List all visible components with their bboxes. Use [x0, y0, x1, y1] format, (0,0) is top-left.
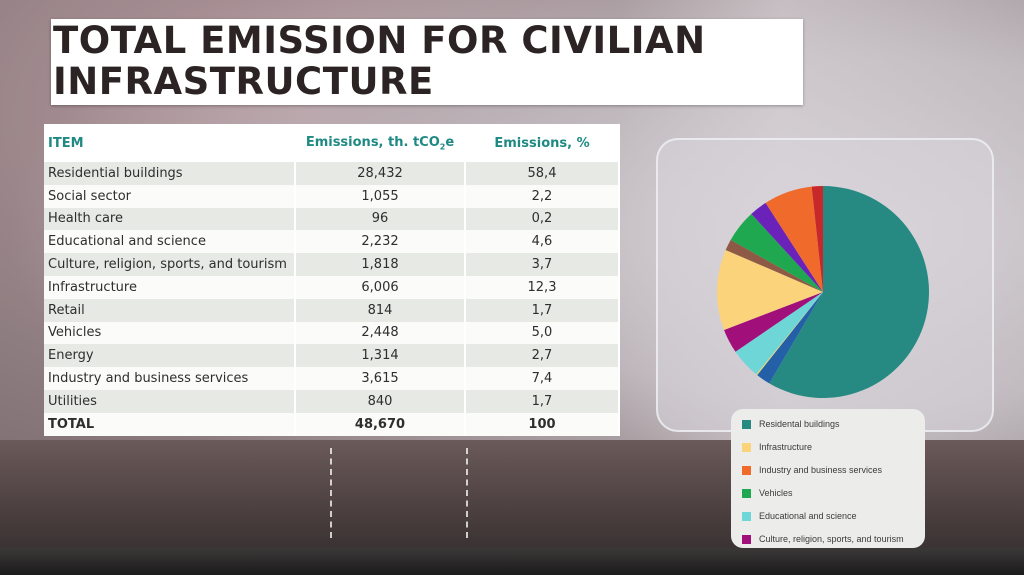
cell-pct: 5,0 — [465, 321, 620, 345]
legend-label: Educational and science — [759, 511, 857, 521]
title-banner: TOTAL EMISSION FOR CIVILIAN INFRASTRUCTU… — [51, 19, 803, 105]
header-subscript: 2 — [439, 142, 446, 152]
cell-abs: 1,055 — [295, 184, 466, 208]
pie-slice-industry-and-business-services — [765, 186, 823, 292]
legend-item: Infrastructure — [742, 440, 812, 454]
legend-swatch-icon — [742, 534, 751, 544]
table-row: Energy 1,314 2,7 — [44, 344, 620, 368]
table-row: Educational and science 2,232 4,6 — [44, 230, 620, 254]
cell-pct: 1,7 — [465, 389, 620, 413]
pie-slice-retail — [725, 239, 823, 292]
pie-slice-vehicles — [730, 213, 823, 292]
table-header-row: ITEM Emissions, th. tCO2e Emissions, % — [44, 124, 619, 162]
pie-slice-infrastructure — [717, 250, 823, 330]
pie-slice-energy — [751, 202, 823, 292]
table-row: Retail 814 1,7 — [44, 298, 620, 322]
cell-pct: 2,7 — [465, 344, 620, 368]
pie-slice-residental-buildings — [769, 186, 929, 398]
legend-swatch-icon — [742, 465, 751, 475]
dashed-divider — [330, 448, 332, 538]
title-line-1: TOTAL EMISSION FOR CIVILIAN — [53, 19, 706, 62]
legend-swatch-icon — [742, 442, 751, 452]
cell-item: Residential buildings — [44, 162, 296, 185]
legend-item: Industry and business services — [742, 463, 882, 477]
header-item: ITEM — [48, 135, 84, 151]
cell-pct: 2,2 — [465, 184, 620, 208]
cell-abs: 814 — [295, 298, 466, 322]
slide-title: TOTAL EMISSION FOR CIVILIAN INFRASTRUCTU… — [51, 19, 803, 102]
cell-pct: 3,7 — [465, 253, 620, 276]
legend-label: Culture, religion, sports, and tourism — [759, 534, 904, 544]
total-cell-abs: 48,670 — [295, 412, 466, 436]
pie-chart-card — [656, 138, 994, 432]
legend-label: Industry and business services — [759, 465, 883, 475]
table-row: Residential buildings 28,432 58,4 — [44, 162, 620, 185]
pie-slice-utilities — [811, 186, 823, 292]
legend-label: Residental buildings — [759, 419, 840, 429]
total-cell-pct: 100 — [465, 412, 620, 436]
pie-slice-culture-religion-sports-and-tourism — [724, 292, 823, 352]
table-row: Infrastructure 6,006 12,3 — [44, 275, 620, 299]
legend-swatch-icon — [742, 419, 751, 429]
dashed-divider — [466, 448, 468, 538]
legend-item: Culture, religion, sports, and tourism — [742, 532, 904, 546]
header-emissions-absolute-text: Emissions, th. tCO — [305, 134, 440, 150]
cell-abs: 1,314 — [295, 344, 466, 368]
cell-item: Health care — [44, 207, 296, 231]
legend-label: Vehicles — [759, 488, 793, 498]
legend-item: Residental buildings — [742, 417, 840, 431]
cell-pct: 1,7 — [465, 298, 620, 322]
cell-abs: 3,615 — [295, 367, 466, 390]
cell-abs: 1,818 — [295, 253, 466, 276]
pie-slice-social-sector — [757, 292, 823, 384]
cell-item: Infrastructure — [44, 275, 296, 299]
table-row: Industry and business services 3,615 7,4 — [44, 367, 620, 390]
table-total-row: TOTAL 48,670 100 — [44, 412, 620, 436]
cell-abs: 2,232 — [295, 230, 466, 254]
header-suffix: e — [445, 134, 455, 150]
cell-abs: 2,448 — [295, 321, 466, 345]
header-emissions-percent: Emissions, % — [494, 135, 590, 151]
table-row: Utilities 840 1,7 — [44, 389, 620, 413]
total-cell-item: TOTAL — [44, 412, 296, 436]
legend-item: Vehicles — [742, 486, 793, 500]
cell-item: Social sector — [44, 184, 296, 208]
chart-legend: Residental buildings Infrastructure Indust… — [731, 409, 925, 548]
legend-swatch-icon — [742, 511, 751, 521]
cell-pct: 4,6 — [465, 230, 620, 254]
legend-swatch-icon — [742, 488, 751, 498]
cell-pct: 0,2 — [465, 207, 620, 231]
title-line-2: INFRASTRUCTURE — [53, 60, 434, 103]
cell-abs: 840 — [295, 389, 466, 413]
cell-abs: 28,432 — [295, 162, 466, 185]
pie-slice-educational-and-science — [735, 292, 823, 375]
table-row: Social sector 1,055 2,2 — [44, 184, 620, 208]
cell-abs: 6,006 — [295, 275, 466, 299]
cell-item: Utilities — [44, 389, 296, 413]
legend-item: Educational and science — [742, 509, 857, 523]
cell-item: Industry and business services — [44, 367, 296, 390]
cell-item: Educational and science — [44, 230, 296, 254]
cell-item: Culture, religion, sports, and tourism — [44, 253, 296, 276]
cell-pct: 7,4 — [465, 367, 620, 390]
cell-abs: 96 — [295, 207, 466, 231]
legend-label: Infrastructure — [759, 442, 813, 452]
cell-pct: 12,3 — [465, 275, 620, 299]
pie-chart — [717, 186, 929, 398]
cell-item: Energy — [44, 344, 296, 368]
table-row: Vehicles 2,448 5,0 — [44, 321, 620, 345]
cell-pct: 58,4 — [465, 162, 620, 185]
cell-item: Vehicles — [44, 321, 296, 345]
pie-slice-health-care — [756, 292, 823, 376]
table-row: Health care 96 0,2 — [44, 207, 620, 231]
header-emissions-absolute: Emissions, th. tCO2e — [295, 124, 465, 162]
cell-item: Retail — [44, 298, 296, 322]
table-row: Culture, religion, sports, and tourism 1,… — [44, 253, 620, 276]
emissions-table: ITEM Emissions, th. tCO2e Emissions, % R… — [44, 124, 620, 436]
